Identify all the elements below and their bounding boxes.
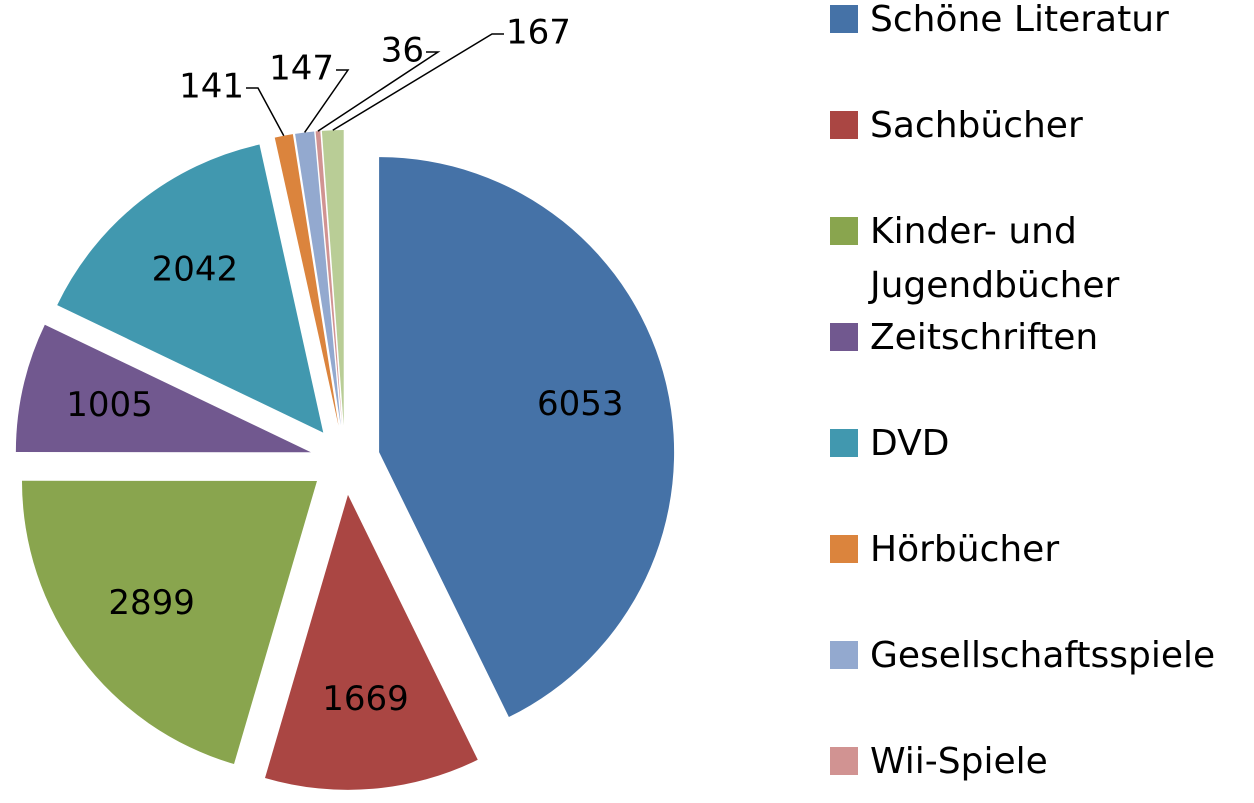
legend-label: Sachbücher <box>870 105 1083 146</box>
legend-item: Hörbücher <box>830 523 1059 577</box>
pie-slice <box>21 480 317 765</box>
leader-line <box>246 87 285 137</box>
data-label: 147 <box>269 49 334 89</box>
legend-swatch <box>830 535 858 563</box>
legend-label: Hörbücher <box>870 529 1060 570</box>
legend-label: Zeitschriften <box>870 317 1099 358</box>
pie-slice <box>57 144 324 433</box>
data-label: 141 <box>179 67 244 107</box>
legend-label: Kinder- und Jugendbücher <box>870 211 1120 306</box>
pie-slice <box>15 324 311 453</box>
legend-swatch <box>830 217 858 245</box>
legend-item: Sachbücher <box>830 99 1083 153</box>
legend-label: Gesellschaftsspiele <box>870 635 1216 676</box>
data-label: 1669 <box>322 679 409 719</box>
data-label: 6053 <box>537 384 624 424</box>
legend-swatch <box>830 747 858 775</box>
pie-slice <box>274 134 339 426</box>
data-label: 167 <box>506 13 571 53</box>
legend-swatch <box>830 323 858 351</box>
data-label: 2042 <box>152 249 239 289</box>
legend-item: Gesellschaftsspiele <box>830 629 1215 683</box>
legend-swatch <box>830 5 858 33</box>
data-label: 2899 <box>108 583 195 623</box>
pie-slice <box>315 130 343 426</box>
pie-slice <box>295 131 341 426</box>
legend-item: Schöne Literatur <box>830 0 1169 47</box>
legend-item: Kinder- und Jugendbücher <box>830 205 1250 313</box>
legend-item: Wii-Spiele <box>830 735 1048 789</box>
legend-swatch <box>830 641 858 669</box>
legend-swatch <box>830 429 858 457</box>
legend-swatch <box>830 111 858 139</box>
pie-plot: 6053 1669 2899 1005 2042 141 147 36 167 <box>15 13 675 790</box>
pie-slice <box>265 494 478 790</box>
legend-label: DVD <box>870 423 950 464</box>
legend-label: Schöne Literatur <box>870 0 1169 40</box>
leader-line <box>317 51 441 132</box>
legend-label: Wii-Spiele <box>870 741 1048 782</box>
data-label: 36 <box>381 31 424 71</box>
data-label: 1005 <box>66 385 153 425</box>
legend-item: Zeitschriften <box>830 311 1098 365</box>
leader-line <box>303 69 350 133</box>
legend-item: DVD <box>830 417 949 471</box>
pie-slice <box>379 157 675 718</box>
pie-slice <box>321 130 344 426</box>
leader-line <box>332 33 504 131</box>
